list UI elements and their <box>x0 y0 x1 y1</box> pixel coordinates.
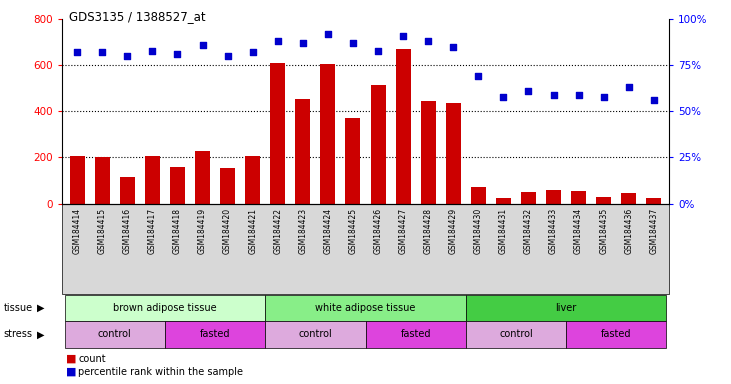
Bar <box>371 85 385 204</box>
Text: GSM184424: GSM184424 <box>323 208 333 254</box>
Bar <box>120 177 135 204</box>
Text: GSM184417: GSM184417 <box>148 208 157 254</box>
Text: ▶: ▶ <box>37 329 45 339</box>
Bar <box>571 191 586 204</box>
Bar <box>346 118 360 204</box>
Text: GSM184418: GSM184418 <box>173 208 182 254</box>
Point <box>247 49 259 55</box>
Bar <box>621 193 636 204</box>
Point <box>172 51 183 57</box>
Bar <box>471 187 486 204</box>
Text: GSM184432: GSM184432 <box>524 208 533 254</box>
Text: GSM184423: GSM184423 <box>298 208 307 254</box>
Text: GSM184428: GSM184428 <box>424 208 433 254</box>
Bar <box>270 63 285 204</box>
Bar <box>245 156 260 204</box>
Text: control: control <box>499 329 533 339</box>
Text: fasted: fasted <box>401 329 431 339</box>
Point <box>397 33 409 39</box>
Text: GSM184427: GSM184427 <box>398 208 408 254</box>
Point <box>322 31 334 37</box>
Point <box>221 53 233 59</box>
Bar <box>295 99 311 204</box>
Text: control: control <box>98 329 132 339</box>
Text: GSM184430: GSM184430 <box>474 208 482 254</box>
Text: stress: stress <box>4 329 33 339</box>
Text: tissue: tissue <box>4 303 33 313</box>
Point <box>423 38 434 45</box>
Bar <box>420 101 436 204</box>
Point <box>447 44 459 50</box>
Bar <box>69 156 85 204</box>
Point <box>523 88 534 94</box>
Point <box>372 48 384 54</box>
Bar <box>95 157 110 204</box>
Text: fasted: fasted <box>601 329 632 339</box>
Text: GSM184426: GSM184426 <box>374 208 382 254</box>
Text: ▶: ▶ <box>37 303 45 313</box>
Text: fasted: fasted <box>200 329 230 339</box>
Text: ■: ■ <box>66 367 76 377</box>
Point <box>347 40 359 46</box>
Bar <box>646 198 662 204</box>
Text: brown adipose tissue: brown adipose tissue <box>113 303 216 313</box>
Text: GSM184422: GSM184422 <box>273 208 282 254</box>
Point <box>648 97 659 103</box>
Text: GSM184433: GSM184433 <box>549 208 558 254</box>
Point <box>121 53 133 59</box>
Point <box>498 94 510 100</box>
Text: GSM184429: GSM184429 <box>449 208 458 254</box>
Text: GSM184437: GSM184437 <box>649 208 659 254</box>
Text: liver: liver <box>556 303 577 313</box>
Text: GSM184436: GSM184436 <box>624 208 633 254</box>
Point <box>623 84 635 91</box>
Bar <box>521 192 536 204</box>
Text: control: control <box>298 329 332 339</box>
Point <box>146 48 158 54</box>
Point <box>297 40 308 46</box>
Text: GSM184416: GSM184416 <box>123 208 132 254</box>
Point <box>573 92 585 98</box>
Bar <box>145 156 160 204</box>
Text: count: count <box>78 354 106 364</box>
Point <box>96 49 108 55</box>
Bar <box>320 64 336 204</box>
Text: white adipose tissue: white adipose tissue <box>315 303 416 313</box>
Point <box>598 94 610 100</box>
Text: GSM184414: GSM184414 <box>72 208 82 254</box>
Bar <box>446 103 461 204</box>
Text: GDS3135 / 1388527_at: GDS3135 / 1388527_at <box>69 10 206 23</box>
Text: GSM184421: GSM184421 <box>249 208 257 254</box>
Text: GSM184420: GSM184420 <box>223 208 232 254</box>
Bar <box>220 168 235 204</box>
Text: GSM184434: GSM184434 <box>574 208 583 254</box>
Text: GSM184415: GSM184415 <box>98 208 107 254</box>
Bar <box>170 167 185 204</box>
Bar <box>195 151 210 204</box>
Text: GSM184435: GSM184435 <box>599 208 608 254</box>
Text: GSM184431: GSM184431 <box>499 208 508 254</box>
Text: GSM184425: GSM184425 <box>349 208 357 254</box>
Point <box>548 92 559 98</box>
Bar <box>596 197 611 204</box>
Point <box>472 73 484 79</box>
Text: percentile rank within the sample: percentile rank within the sample <box>78 367 243 377</box>
Point <box>272 38 284 45</box>
Bar <box>546 190 561 204</box>
Point <box>72 49 83 55</box>
Text: ■: ■ <box>66 354 76 364</box>
Bar <box>395 49 411 204</box>
Bar <box>496 198 511 204</box>
Point <box>197 42 208 48</box>
Text: GSM184419: GSM184419 <box>198 208 207 254</box>
